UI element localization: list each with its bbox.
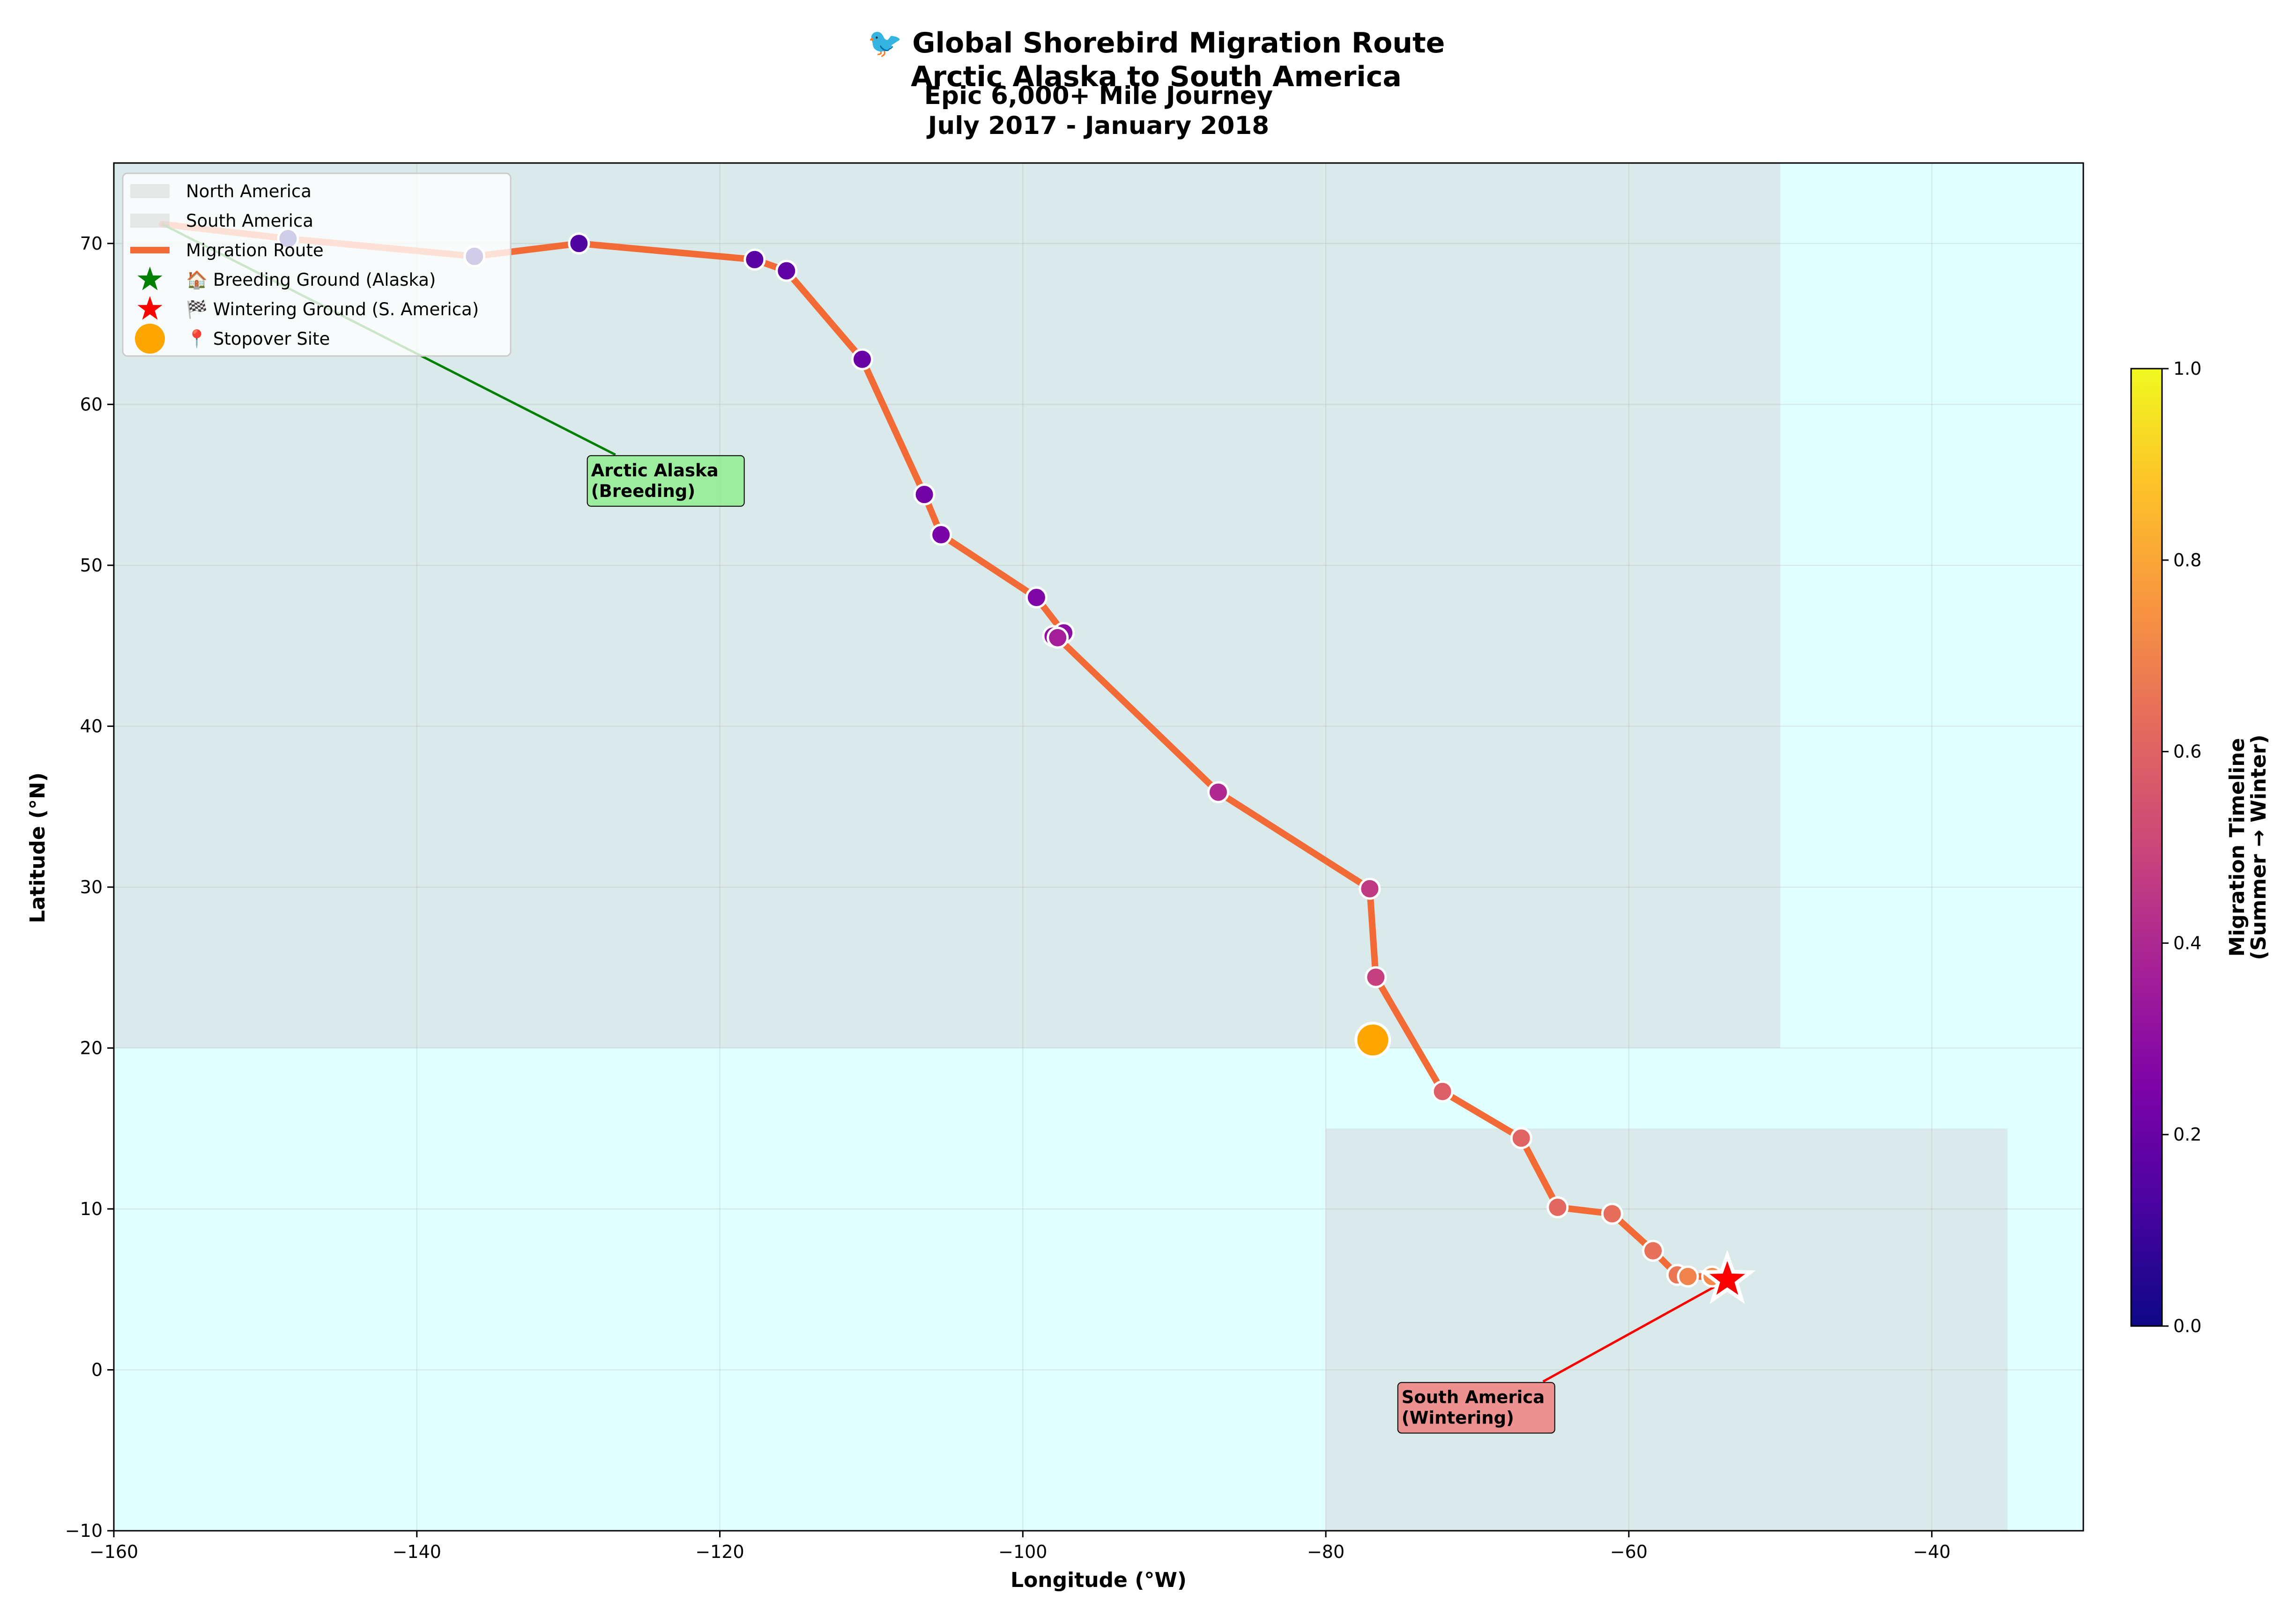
x-tick-label: −60: [1610, 1542, 1648, 1562]
route-point: [1365, 966, 1387, 988]
route-point: [913, 483, 936, 506]
route-point: [851, 348, 874, 371]
colorbar-tick-label: 0.2: [2173, 1124, 2201, 1145]
y-tick-label: 40: [80, 716, 103, 736]
region-south-america: [1326, 1128, 2008, 1531]
x-axis-label: Longitude (°W): [1011, 1568, 1187, 1592]
route-point: [1677, 1265, 1699, 1288]
x-tick-label: −80: [1307, 1542, 1345, 1562]
route-point: [930, 524, 952, 546]
route-point: [1207, 781, 1229, 803]
y-tick-label: 0: [91, 1359, 103, 1380]
colorbar-tick-label: 0.8: [2173, 550, 2201, 571]
route-point: [568, 232, 590, 255]
x-tick-label: −120: [695, 1542, 744, 1562]
legend-box: [122, 172, 512, 357]
colorbar-tick-label: 0.6: [2173, 741, 2201, 762]
route-point: [1642, 1239, 1664, 1262]
y-tick-label: 60: [80, 394, 103, 415]
y-tick-label: 20: [80, 1038, 103, 1058]
route-point: [775, 259, 798, 282]
colorbar-tick-label: 0.0: [2173, 1316, 2201, 1336]
legend-swatch: [130, 184, 170, 198]
annotation-label: South America (Wintering): [1402, 1387, 1545, 1428]
colorbar-gradient: [2130, 368, 2163, 1327]
route-point: [1546, 1196, 1569, 1219]
route-point: [1510, 1127, 1532, 1149]
legend-label: North America: [186, 181, 312, 201]
y-tick-label: 50: [80, 555, 103, 576]
annotations: Arctic Alaska (Breeding) South America (Win…: [587, 455, 1555, 1434]
legend-star-icon: [137, 296, 163, 320]
x-tick-label: −40: [1913, 1542, 1951, 1562]
legend-star-icon: [137, 267, 163, 290]
stopover-site-marker: [1354, 1022, 1391, 1059]
legend-swatch: [130, 214, 170, 228]
regions-layer: [114, 163, 2008, 1531]
annotation-arrow: [1542, 1278, 1728, 1383]
y-tick-label: −10: [65, 1520, 103, 1541]
colorbar-label: Migration Timeline(Summer → Winter): [2225, 734, 2271, 960]
legend-label: 📍 Stopover Site: [186, 329, 330, 349]
colorbar-tick-label: 1.0: [2173, 358, 2201, 379]
legend-label: 🏁 Wintering Ground (S. America): [186, 299, 479, 319]
y-tick-label: 30: [80, 877, 103, 897]
wintering-ground-marker: [1699, 1250, 1756, 1304]
colorbar-tick-label: 0.4: [2173, 933, 2201, 953]
x-tick-label: −160: [89, 1542, 138, 1562]
x-axis-ticks: −160 −140 −120 −100 −80 −60 −40: [89, 1531, 1951, 1562]
legend-label: South America: [186, 211, 313, 231]
route-point: [1359, 877, 1381, 900]
route-point: [743, 248, 766, 271]
route-point: [1025, 586, 1048, 609]
x-tick-label: −100: [998, 1542, 1047, 1562]
route-point: [1601, 1202, 1623, 1225]
annotation-box: [587, 455, 745, 507]
route-point: [1431, 1080, 1454, 1103]
plot-area: Arctic Alaska (Breeding) South America (Win…: [113, 162, 2084, 1532]
chart-subtitle: Epic 6,000+ Mile Journey July 2017 - Janu…: [924, 82, 1273, 140]
legend: North America South America Migration Rout…: [122, 172, 512, 357]
legend-label: Migration Route: [186, 240, 324, 260]
plot-frame: [113, 162, 2084, 1532]
annotation-box: [1397, 1382, 1555, 1434]
y-axis-label: Latitude (°N): [26, 772, 50, 923]
chart-title: 🐦 Global Shorebird Migration Route Arctic…: [868, 27, 1445, 93]
y-tick-label: 70: [80, 233, 103, 254]
annotation-label: Arctic Alaska (Breeding): [591, 460, 719, 501]
colorbar: 0.0 0.2 0.4 0.6 0.8 1.0 Migration Timeline(Sum…: [2130, 358, 2271, 1336]
y-tick-label: 10: [80, 1199, 103, 1219]
x-tick-label: −140: [393, 1542, 441, 1562]
legend-label: 🏠 Breeding Ground (Alaska): [186, 270, 436, 290]
route-point: [1047, 626, 1069, 649]
y-axis-ticks: −10 0 10 20 30 40 50 60 70: [65, 233, 114, 1541]
legend-circle-icon: [135, 324, 165, 354]
